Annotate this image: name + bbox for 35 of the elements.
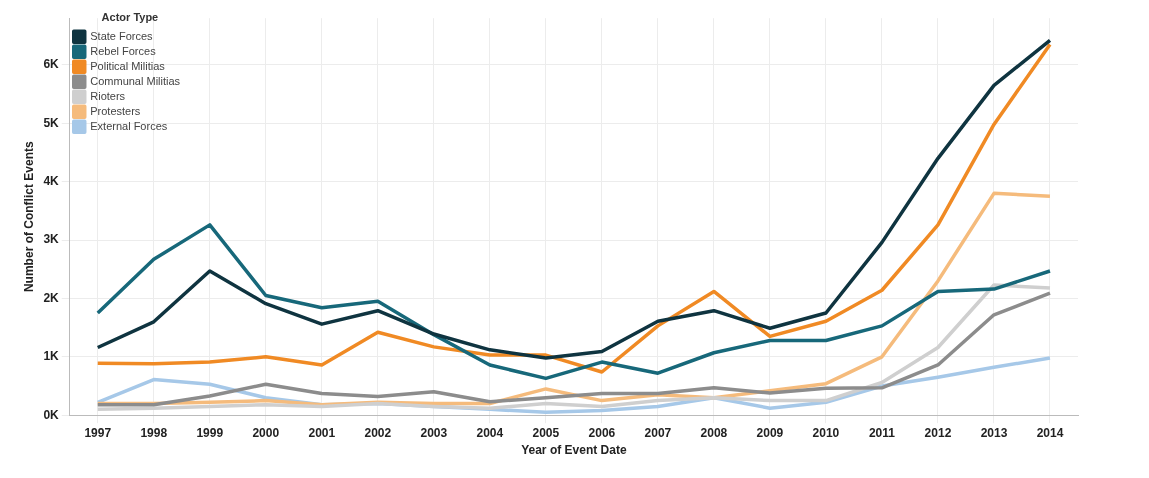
y-tick-label: 5K bbox=[43, 115, 60, 130]
x-tick-label: 2012 bbox=[924, 425, 952, 440]
legend-label: State Forces bbox=[90, 29, 154, 42]
legend-label: Rioters bbox=[90, 89, 126, 102]
x-axis-title: Year of Event Date bbox=[521, 443, 627, 458]
legend-label: Communal Militias bbox=[90, 74, 181, 87]
x-tick-label: 2010 bbox=[812, 425, 840, 440]
x-tick-label: 2003 bbox=[420, 425, 448, 440]
x-tick-label: 2008 bbox=[700, 425, 728, 440]
legend-label: Political Militias bbox=[90, 59, 166, 72]
y-tick-label: 0K bbox=[43, 407, 60, 422]
x-tick-label: 2014 bbox=[1036, 425, 1064, 440]
x-tick-label: 2000 bbox=[252, 425, 280, 440]
x-tick-label: 2005 bbox=[532, 425, 560, 440]
x-tick-label: 2013 bbox=[980, 425, 1008, 440]
legend-label: External Forces bbox=[90, 119, 168, 132]
legend-label: Rebel Forces bbox=[90, 44, 157, 57]
x-tick-label: 2006 bbox=[588, 425, 616, 440]
x-tick-label: 2007 bbox=[644, 425, 672, 440]
x-tick-label: 2004 bbox=[476, 425, 504, 440]
x-tick-label: 2009 bbox=[756, 425, 784, 440]
legend-label: Protesters bbox=[90, 104, 141, 117]
x-tick-label: 1999 bbox=[196, 425, 224, 440]
y-tick-label: 4K bbox=[43, 173, 60, 188]
x-tick-label: 1998 bbox=[140, 425, 168, 440]
x-tick-label: 2011 bbox=[868, 425, 896, 440]
x-tick-label: 2002 bbox=[364, 425, 392, 440]
y-tick-label: 1K bbox=[43, 349, 60, 364]
x-tick-label: 1997 bbox=[84, 425, 112, 440]
x-tick-label: 2001 bbox=[308, 425, 336, 440]
y-tick-label: 2K bbox=[43, 290, 60, 305]
legend-title: Actor Type bbox=[101, 10, 159, 23]
y-tick-label: 6K bbox=[43, 57, 60, 72]
y-tick-label: 3K bbox=[43, 232, 60, 247]
y-axis-title: Number of Conflict Events bbox=[21, 141, 36, 293]
